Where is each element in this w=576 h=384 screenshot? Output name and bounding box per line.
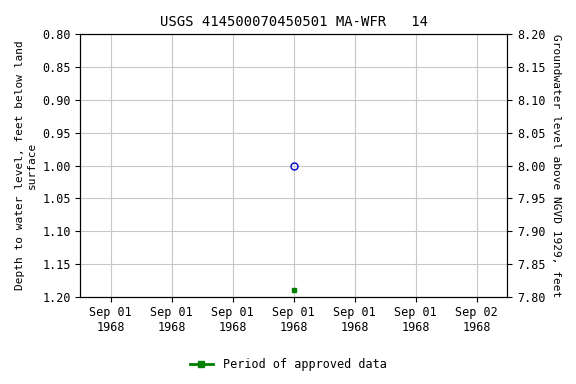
Title: USGS 414500070450501 MA-WFR   14: USGS 414500070450501 MA-WFR 14 [160,15,428,29]
Y-axis label: Depth to water level, feet below land
surface: Depth to water level, feet below land su… [15,41,37,290]
Legend: Period of approved data: Period of approved data [185,354,391,376]
Y-axis label: Groundwater level above NGVD 1929, feet: Groundwater level above NGVD 1929, feet [551,34,561,297]
